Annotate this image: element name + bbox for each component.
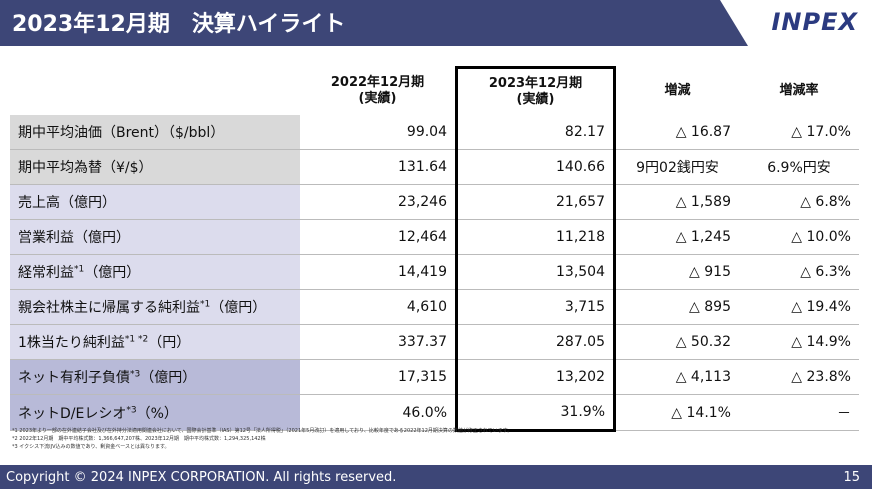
note-ref: *3 xyxy=(126,404,137,415)
label-text: 営業利益（億円） xyxy=(18,230,130,246)
header-band xyxy=(0,0,748,46)
value-cell: 21,657 xyxy=(455,184,616,220)
row-label: 1株当たり純利益*1 *2（円） xyxy=(10,324,300,360)
value-cell: 13,504 xyxy=(455,254,616,290)
row-label: 期中平均為替（¥/$） xyxy=(10,149,300,185)
label-text: 経常利益 xyxy=(18,265,74,281)
value-cell: 131.64 xyxy=(300,149,457,185)
row-label: 売上高（億円） xyxy=(10,184,300,220)
label-text: 売上高（億円） xyxy=(18,195,116,211)
label-text: 期中平均為替（¥/$） xyxy=(18,160,153,176)
data-row: 期中平均油価（Brent）（$/bbl） 99.04 82.17 △ 16.87 △ 1… xyxy=(10,115,859,150)
value-cell: 140.66 xyxy=(455,149,616,185)
label-text: 期中平均油価（Brent）（$/bbl） xyxy=(18,125,225,141)
value-cell: 287.05 xyxy=(455,324,616,360)
footer: Copyright © 2024 INPEX CORPORATION. All … xyxy=(0,465,872,489)
footnote: *1 2023年より一部の在外連結子会社及び在外持分法適用関連会社において、国際… xyxy=(12,428,513,434)
results-table: 2022年12月期 (実績) 2023年12月期 (実績) 増減 増減率期中平均油価（… xyxy=(10,66,859,432)
label-text: ネットD/Eレシオ xyxy=(18,405,127,422)
column-header: 2022年12月期 (実績) xyxy=(330,75,425,107)
value-cell: 12,464 xyxy=(300,219,457,255)
value-cell: 46.0% xyxy=(300,394,457,431)
label-text: ネット有利子負債 xyxy=(18,370,130,386)
value-cell: △ 915 xyxy=(614,254,739,290)
title: 2023年12月期 決算ハイライト xyxy=(12,12,346,37)
value-cell: △ 6.3% xyxy=(739,254,859,290)
data-row: 売上高（億円） 23,246 21,657 △ 1,589 △ 6.8% xyxy=(10,184,859,220)
label-unit: （%） xyxy=(136,405,178,422)
value-cell: △ 19.4% xyxy=(739,289,859,325)
value-cell: 31.9% xyxy=(455,394,616,432)
label-text: 親会社株主に帰属する純利益 xyxy=(18,300,200,316)
row-label: 営業利益（億円） xyxy=(10,219,300,255)
value-cell: 13,202 xyxy=(455,359,616,395)
value-cell: △ 50.32 xyxy=(614,324,739,360)
value-cell: △ 1,589 xyxy=(614,184,739,220)
row-label: ネットD/Eレシオ*3（%） xyxy=(10,394,300,431)
value-cell: 11,218 xyxy=(455,219,616,255)
value-cell: 14,419 xyxy=(300,254,457,290)
value-cell: △ 23.8% xyxy=(739,359,859,395)
value-cell: △ 4,113 xyxy=(614,359,739,395)
label-unit: （億円） xyxy=(84,265,141,281)
data-row: 親会社株主に帰属する純利益*1（億円） 4,610 3,715 △ 895 △ 19.4… xyxy=(10,289,859,325)
value-cell: － xyxy=(739,394,859,431)
data-row: 1株当たり純利益*1 *2（円） 337.37 287.05 △ 50.32 △ 14.… xyxy=(10,324,859,360)
value-cell: 23,246 xyxy=(300,184,457,220)
data-row: ネットD/Eレシオ*3（%） 46.0% 31.9% △ 14.1% － xyxy=(10,394,859,432)
note-ref: *1 *2 xyxy=(124,334,149,345)
logo: INPEX xyxy=(771,8,858,36)
row-label: 期中平均油価（Brent）（$/bbl） xyxy=(10,115,300,150)
value-cell: △ 14.9% xyxy=(739,324,859,360)
value-cell: 17,315 xyxy=(300,359,457,395)
page-number: 15 xyxy=(843,470,860,485)
value-cell: 9円02銭円安 xyxy=(614,149,739,185)
data-row: 営業利益（億円） 12,464 11,218 △ 1,245 △ 10.0% xyxy=(10,219,859,255)
footnotes: *1 2023年より一部の在外連結子会社及び在外持分法適用関連会社において、国際… xyxy=(12,427,512,451)
row-label: 親会社株主に帰属する純利益*1（億円） xyxy=(10,289,300,325)
value-cell: 3,715 xyxy=(455,289,616,325)
label-unit: （億円） xyxy=(210,300,267,316)
label-unit: （億円） xyxy=(140,370,197,386)
value-cell: 99.04 xyxy=(300,115,457,150)
header-row: 2022年12月期 (実績) 2023年12月期 (実績) 増減 増減率 xyxy=(10,66,859,116)
value-cell: △ 895 xyxy=(614,289,739,325)
note-ref: *1 xyxy=(200,299,211,310)
column-header: 増減 xyxy=(664,83,691,99)
data-row: ネット有利子負債*3（億円） 17,315 13,202 △ 4,113 △ 23.8% xyxy=(10,359,859,395)
footnote: *2 2022年12月期 期中平均株式数：1,366,647,207株、2023… xyxy=(12,436,266,442)
column-header: 増減率 xyxy=(779,83,819,99)
value-cell: △ 16.87 xyxy=(614,115,739,150)
note-ref: *1 xyxy=(74,264,85,275)
label-unit: （円） xyxy=(148,335,191,351)
value-cell: 6.9%円安 xyxy=(739,149,859,185)
value-cell: △ 17.0% xyxy=(739,115,859,150)
value-cell: △ 1,245 xyxy=(614,219,739,255)
value-cell: 337.37 xyxy=(300,324,457,360)
footnote: *3 イクシス下流IJV込みの数値であり、剰資金ベースとは異なります。 xyxy=(12,444,170,450)
corner-cell xyxy=(10,68,300,116)
column-header: 2023年12月期 (実績) xyxy=(455,66,616,115)
value-cell: △ 10.0% xyxy=(739,219,859,255)
data-row: 経常利益*1（億円） 14,419 13,504 △ 915 △ 6.3% xyxy=(10,254,859,290)
data-row: 期中平均為替（¥/$） 131.64 140.66 9円02銭円安 6.9%円安 xyxy=(10,149,859,185)
row-label: 経常利益*1（億円） xyxy=(10,254,300,290)
value-cell: 82.17 xyxy=(455,115,616,150)
copyright: Copyright © 2024 INPEX CORPORATION. All … xyxy=(6,470,397,485)
value-cell: △ 14.1% xyxy=(614,394,739,431)
label-text: 1株当たり純利益 xyxy=(18,335,125,351)
value-cell: 4,610 xyxy=(300,289,457,325)
note-ref: *3 xyxy=(130,369,141,380)
value-cell: △ 6.8% xyxy=(739,184,859,220)
row-label: ネット有利子負債*3（億円） xyxy=(10,359,300,395)
